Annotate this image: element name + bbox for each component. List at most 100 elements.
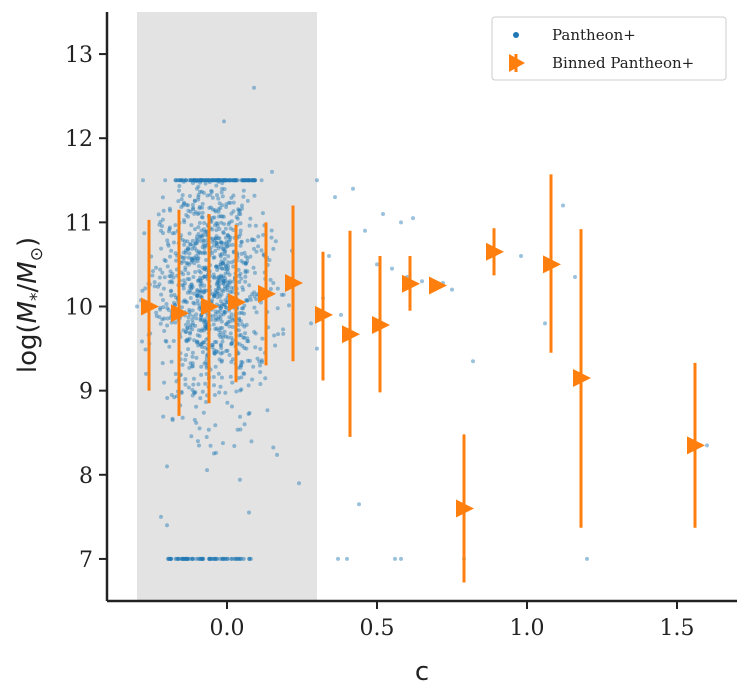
scatter-point [169, 393, 174, 398]
scatter-point [180, 193, 185, 198]
scatter-point [150, 273, 155, 278]
scatter-point [187, 365, 192, 370]
scatter-point [173, 320, 178, 325]
scatter-point [333, 195, 337, 200]
scatter-point [201, 190, 206, 195]
scatter-point [242, 250, 247, 255]
scatter-point [143, 286, 148, 291]
scatter-point [202, 245, 207, 250]
scatter-point [239, 276, 244, 281]
scatter-point [246, 383, 251, 388]
scatter-point [211, 294, 216, 299]
scatter-point [242, 324, 247, 329]
scatter-point [175, 178, 180, 183]
scatter-point [188, 361, 193, 366]
scatter-point [173, 251, 178, 256]
scatter-point [228, 226, 233, 231]
scatter-point [217, 236, 222, 241]
scatter-point [230, 289, 235, 294]
scatter-point [179, 197, 184, 202]
scatter-point [203, 324, 208, 329]
scatter-point [215, 280, 220, 285]
scatter-point [255, 356, 260, 361]
scatter-point [226, 282, 231, 287]
scatter-point [241, 287, 246, 292]
scatter-point [225, 283, 230, 288]
scatter-point [214, 556, 219, 561]
scatter-point [223, 267, 228, 272]
scatter-point [233, 178, 238, 183]
scatter-point [218, 342, 223, 347]
scatter-point [190, 556, 195, 561]
scatter-point [174, 295, 179, 300]
scatter-point [245, 259, 250, 264]
scatter-point [243, 254, 248, 259]
scatter-point [188, 330, 193, 335]
scatter-point [220, 335, 225, 340]
scatter-point [237, 318, 242, 323]
binned-marker [687, 436, 705, 455]
scatter-point [218, 244, 223, 249]
scatter-point [212, 339, 217, 344]
scatter-point [223, 390, 228, 395]
scatter-point [216, 371, 221, 376]
scatter-point [189, 223, 194, 228]
scatter-point [198, 316, 203, 321]
scatter-point [281, 327, 286, 332]
scatter-point [183, 377, 188, 382]
scatter-point [140, 339, 145, 344]
scatter-point [213, 287, 218, 292]
scatter-point [252, 85, 256, 90]
x-tick-label: 0.0 [210, 616, 245, 641]
scatter-point [254, 249, 259, 254]
scatter-point [223, 226, 228, 231]
scatter-point [229, 219, 234, 224]
scatter-point [204, 337, 209, 342]
scatter-point [226, 254, 231, 259]
scatter-point [336, 556, 340, 561]
scatter-point [196, 278, 201, 283]
scatter-point [190, 207, 195, 212]
scatter-point [252, 305, 257, 310]
scatter-point [212, 238, 217, 243]
scatter-point [190, 317, 195, 322]
scatter-point [192, 256, 197, 261]
scatter-point [239, 375, 244, 380]
scatter-point [211, 275, 216, 280]
scatter-point [220, 261, 225, 266]
scatter-point [203, 319, 208, 324]
scatter-point [224, 240, 229, 245]
scatter-point [172, 300, 177, 305]
scatter-point [183, 281, 188, 286]
scatter-point [152, 284, 157, 289]
scatter-point [275, 306, 280, 311]
scatter-point [224, 205, 229, 210]
scatter-point [195, 439, 200, 444]
scatter-point [206, 556, 211, 561]
scatter-point [222, 187, 227, 192]
scatter-point [226, 320, 231, 325]
scatter-point [217, 357, 222, 362]
scatter-point [185, 261, 190, 266]
scatter-point [227, 319, 232, 324]
binned-point [141, 219, 159, 391]
scatter-point [220, 261, 225, 266]
scatter-point [184, 338, 189, 343]
scatter-point [188, 242, 193, 247]
scatter-point [198, 396, 203, 401]
scatter-point [189, 285, 194, 290]
scatter-point [269, 228, 274, 233]
scatter-point [194, 248, 199, 253]
scatter-point [179, 305, 184, 310]
scatter-point [176, 556, 181, 561]
scatter-point [220, 441, 225, 446]
scatter-point [190, 238, 195, 243]
scatter-point [186, 271, 191, 276]
scatter-point [140, 288, 145, 293]
scatter-point [257, 359, 262, 364]
scatter-point [216, 265, 221, 270]
scatter-point [238, 271, 243, 276]
scatter-point [411, 216, 415, 221]
scatter-point [227, 315, 232, 320]
scatter-point [190, 202, 195, 207]
